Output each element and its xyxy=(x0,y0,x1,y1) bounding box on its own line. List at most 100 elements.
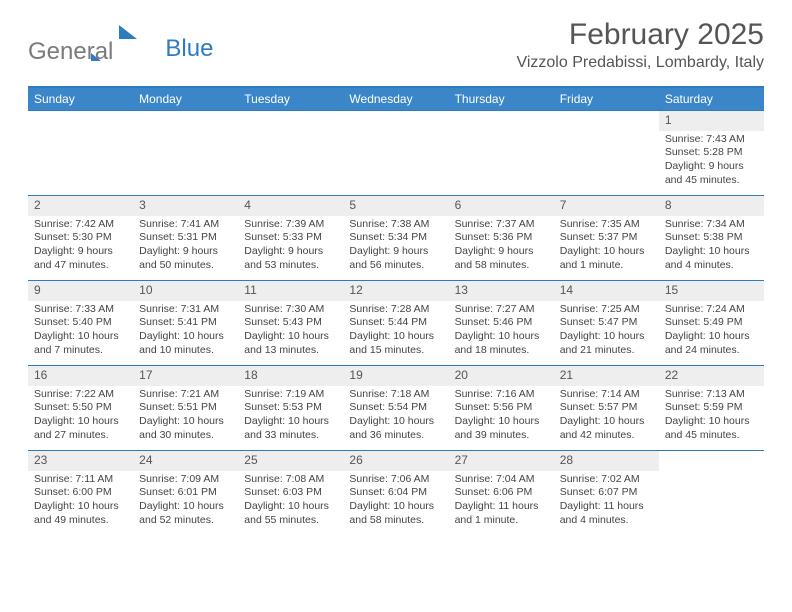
day-content: Sunrise: 7:35 AMSunset: 5:37 PMDaylight:… xyxy=(554,216,659,277)
day-content: Sunrise: 7:27 AMSunset: 5:46 PMDaylight:… xyxy=(449,301,554,362)
sunset-line: Sunset: 5:33 PM xyxy=(244,231,337,245)
calendar-week: 2Sunrise: 7:42 AMSunset: 5:30 PMDaylight… xyxy=(28,196,764,281)
calendar-cell: 24Sunrise: 7:09 AMSunset: 6:01 PMDayligh… xyxy=(133,451,238,536)
day-content: Sunrise: 7:13 AMSunset: 5:59 PMDaylight:… xyxy=(659,386,764,447)
sunset-line: Sunset: 5:50 PM xyxy=(34,401,127,415)
sunrise-line: Sunrise: 7:38 AM xyxy=(349,218,442,232)
sunrise-line: Sunrise: 7:34 AM xyxy=(665,218,758,232)
sunset-line: Sunset: 5:56 PM xyxy=(455,401,548,415)
calendar-week: 9Sunrise: 7:33 AMSunset: 5:40 PMDaylight… xyxy=(28,281,764,366)
sunrise-line: Sunrise: 7:08 AM xyxy=(244,473,337,487)
day-number: 11 xyxy=(238,281,343,301)
daylight-line: Daylight: 10 hours and 49 minutes. xyxy=(34,500,127,527)
calendar-cell: 13Sunrise: 7:27 AMSunset: 5:46 PMDayligh… xyxy=(449,281,554,366)
calendar-cell: 9Sunrise: 7:33 AMSunset: 5:40 PMDaylight… xyxy=(28,281,133,366)
daylight-line: Daylight: 9 hours and 53 minutes. xyxy=(244,245,337,272)
day-content: Sunrise: 7:16 AMSunset: 5:56 PMDaylight:… xyxy=(449,386,554,447)
day-content: Sunrise: 7:04 AMSunset: 6:06 PMDaylight:… xyxy=(449,471,554,532)
daylight-line: Daylight: 9 hours and 50 minutes. xyxy=(139,245,232,272)
day-number: 23 xyxy=(28,451,133,471)
sunset-line: Sunset: 5:54 PM xyxy=(349,401,442,415)
calendar-cell: . xyxy=(238,111,343,196)
day-content: Sunrise: 7:38 AMSunset: 5:34 PMDaylight:… xyxy=(343,216,448,277)
calendar-cell: . xyxy=(133,111,238,196)
sunset-line: Sunset: 5:57 PM xyxy=(560,401,653,415)
day-number: 3 xyxy=(133,196,238,216)
calendar-cell: 7Sunrise: 7:35 AMSunset: 5:37 PMDaylight… xyxy=(554,196,659,281)
day-content: Sunrise: 7:22 AMSunset: 5:50 PMDaylight:… xyxy=(28,386,133,447)
sunset-line: Sunset: 5:47 PM xyxy=(560,316,653,330)
daylight-line: Daylight: 10 hours and 52 minutes. xyxy=(139,500,232,527)
calendar-week: ......1Sunrise: 7:43 AMSunset: 5:28 PMDa… xyxy=(28,111,764,196)
day-number: 16 xyxy=(28,366,133,386)
sunrise-line: Sunrise: 7:25 AM xyxy=(560,303,653,317)
day-content: Sunrise: 7:37 AMSunset: 5:36 PMDaylight:… xyxy=(449,216,554,277)
daylight-line: Daylight: 10 hours and 45 minutes. xyxy=(665,415,758,442)
daylight-line: Daylight: 10 hours and 39 minutes. xyxy=(455,415,548,442)
daylight-line: Daylight: 10 hours and 24 minutes. xyxy=(665,330,758,357)
sunrise-line: Sunrise: 7:21 AM xyxy=(139,388,232,402)
day-number: 7 xyxy=(554,196,659,216)
calendar-cell: 27Sunrise: 7:04 AMSunset: 6:06 PMDayligh… xyxy=(449,451,554,536)
day-number: 13 xyxy=(449,281,554,301)
daylight-line: Daylight: 10 hours and 36 minutes. xyxy=(349,415,442,442)
daylight-line: Daylight: 10 hours and 30 minutes. xyxy=(139,415,232,442)
sunrise-line: Sunrise: 7:42 AM xyxy=(34,218,127,232)
daylight-line: Daylight: 11 hours and 4 minutes. xyxy=(560,500,653,527)
sunrise-line: Sunrise: 7:22 AM xyxy=(34,388,127,402)
title-block: February 2025 Vizzolo Predabissi, Lombar… xyxy=(516,18,764,72)
sunrise-line: Sunrise: 7:14 AM xyxy=(560,388,653,402)
calendar-cell: . xyxy=(449,111,554,196)
day-content: Sunrise: 7:06 AMSunset: 6:04 PMDaylight:… xyxy=(343,471,448,532)
calendar-body: ......1Sunrise: 7:43 AMSunset: 5:28 PMDa… xyxy=(28,111,764,536)
daylight-line: Daylight: 10 hours and 18 minutes. xyxy=(455,330,548,357)
day-number: 10 xyxy=(133,281,238,301)
sunrise-line: Sunrise: 7:39 AM xyxy=(244,218,337,232)
sunrise-line: Sunrise: 7:16 AM xyxy=(455,388,548,402)
day-number: 26 xyxy=(343,451,448,471)
sunrise-line: Sunrise: 7:28 AM xyxy=(349,303,442,317)
calendar-cell: 14Sunrise: 7:25 AMSunset: 5:47 PMDayligh… xyxy=(554,281,659,366)
sunrise-line: Sunrise: 7:41 AM xyxy=(139,218,232,232)
daylight-line: Daylight: 11 hours and 1 minute. xyxy=(455,500,548,527)
brand-part2: Blue xyxy=(165,35,213,63)
flag-icon-small xyxy=(91,53,101,61)
calendar-cell: 10Sunrise: 7:31 AMSunset: 5:41 PMDayligh… xyxy=(133,281,238,366)
daylight-line: Daylight: 10 hours and 21 minutes. xyxy=(560,330,653,357)
day-number: 12 xyxy=(343,281,448,301)
day-content: Sunrise: 7:31 AMSunset: 5:41 PMDaylight:… xyxy=(133,301,238,362)
sunset-line: Sunset: 6:03 PM xyxy=(244,486,337,500)
sunset-line: Sunset: 5:41 PM xyxy=(139,316,232,330)
day-content: Sunrise: 7:21 AMSunset: 5:51 PMDaylight:… xyxy=(133,386,238,447)
calendar-cell: 2Sunrise: 7:42 AMSunset: 5:30 PMDaylight… xyxy=(28,196,133,281)
day-content: Sunrise: 7:02 AMSunset: 6:07 PMDaylight:… xyxy=(554,471,659,532)
day-content: Sunrise: 7:42 AMSunset: 5:30 PMDaylight:… xyxy=(28,216,133,277)
day-content: Sunrise: 7:24 AMSunset: 5:49 PMDaylight:… xyxy=(659,301,764,362)
column-header: Sunday xyxy=(28,88,133,111)
calendar-cell: 6Sunrise: 7:37 AMSunset: 5:36 PMDaylight… xyxy=(449,196,554,281)
day-number: 22 xyxy=(659,366,764,386)
sunrise-line: Sunrise: 7:31 AM xyxy=(139,303,232,317)
calendar-week: 23Sunrise: 7:11 AMSunset: 6:00 PMDayligh… xyxy=(28,451,764,536)
sunrise-line: Sunrise: 7:35 AM xyxy=(560,218,653,232)
column-header: Friday xyxy=(554,88,659,111)
day-number: 5 xyxy=(343,196,448,216)
day-number: 2 xyxy=(28,196,133,216)
column-header: Saturday xyxy=(659,88,764,111)
sunset-line: Sunset: 5:51 PM xyxy=(139,401,232,415)
day-number: 6 xyxy=(449,196,554,216)
sunrise-line: Sunrise: 7:04 AM xyxy=(455,473,548,487)
day-number: 28 xyxy=(554,451,659,471)
calendar-cell: 12Sunrise: 7:28 AMSunset: 5:44 PMDayligh… xyxy=(343,281,448,366)
daylight-line: Daylight: 9 hours and 56 minutes. xyxy=(349,245,442,272)
daylight-line: Daylight: 10 hours and 33 minutes. xyxy=(244,415,337,442)
sunrise-line: Sunrise: 7:02 AM xyxy=(560,473,653,487)
sunset-line: Sunset: 5:30 PM xyxy=(34,231,127,245)
day-content: Sunrise: 7:14 AMSunset: 5:57 PMDaylight:… xyxy=(554,386,659,447)
calendar-cell: 16Sunrise: 7:22 AMSunset: 5:50 PMDayligh… xyxy=(28,366,133,451)
daylight-line: Daylight: 10 hours and 55 minutes. xyxy=(244,500,337,527)
day-number: 4 xyxy=(238,196,343,216)
calendar-cell: 22Sunrise: 7:13 AMSunset: 5:59 PMDayligh… xyxy=(659,366,764,451)
day-content: Sunrise: 7:41 AMSunset: 5:31 PMDaylight:… xyxy=(133,216,238,277)
sunset-line: Sunset: 5:43 PM xyxy=(244,316,337,330)
